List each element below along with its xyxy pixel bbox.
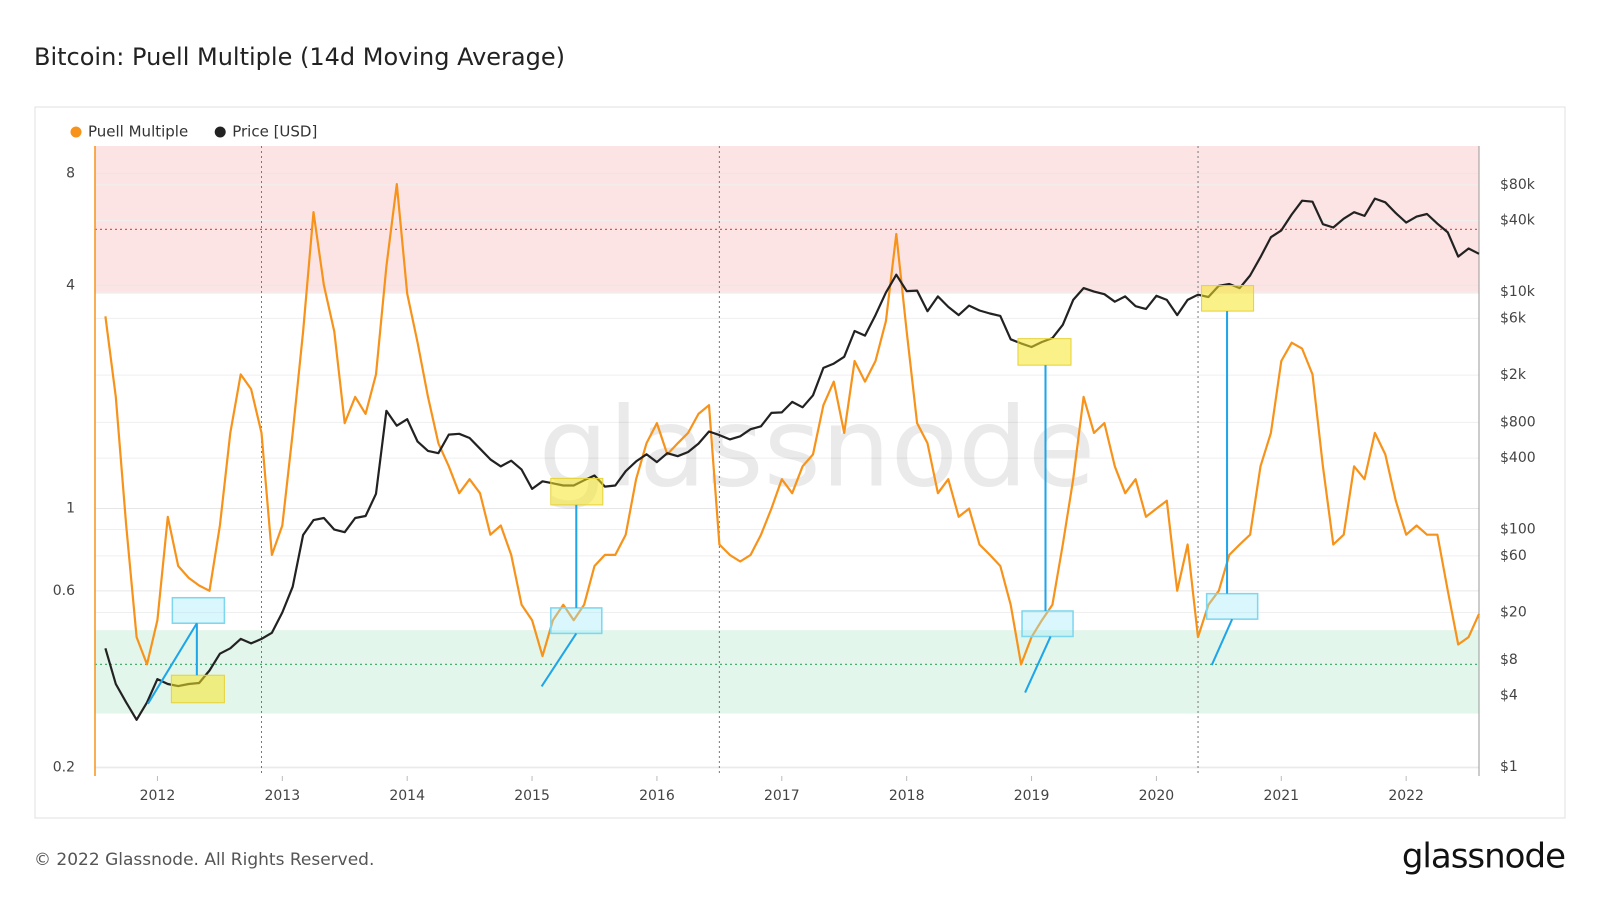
x-tick-label: 2022: [1388, 788, 1424, 804]
annotations: [147, 285, 1259, 705]
legend-swatch: [214, 126, 226, 138]
y2-tick-label: $2k: [1500, 367, 1527, 383]
y2-tick-label: $800: [1500, 414, 1536, 430]
x-tick-label: 2020: [1139, 788, 1175, 804]
highlight-box: [1017, 338, 1072, 366]
x-tick-label: 2013: [264, 788, 300, 804]
y2-tick-label: $80k: [1500, 177, 1536, 193]
legend-swatch: [70, 126, 82, 138]
legend-label: Puell Multiple: [88, 123, 188, 141]
x-tick-label: 2014: [389, 788, 425, 804]
y2-tick-label: $10k: [1500, 284, 1536, 300]
highlight-box: [1201, 285, 1255, 312]
legend-label: Price [USD]: [232, 123, 317, 141]
y2-tick-label: $100: [1500, 522, 1536, 538]
x-tick-label: 2017: [764, 788, 800, 804]
y2-tick-label: $400: [1500, 450, 1536, 466]
highlight-box: [550, 477, 604, 506]
annotation-line: [147, 622, 198, 705]
zone: [95, 630, 1479, 714]
watermark: glassnode: [539, 383, 1096, 511]
y2-tick-label: $4: [1500, 688, 1518, 704]
x-tick-label: 2019: [1014, 788, 1050, 804]
footer: © 2022 Glassnode. All Rights Reserved.: [34, 850, 374, 870]
y2-tick-label: $6k: [1500, 310, 1527, 326]
highlight-box: [550, 607, 603, 635]
x-tick-label: 2018: [889, 788, 925, 804]
annotation-line: [540, 632, 578, 688]
y-tick-label: 1: [66, 501, 75, 517]
logo: glassnode: [1402, 837, 1565, 877]
y2-tick-label: $20: [1500, 605, 1527, 621]
y-tick-label: 0.6: [53, 583, 75, 599]
plot: 0.2 0.6 1 4 8 $1 $4 $8 $20 $60 $100 $400 $800 $2k $6k $…: [53, 123, 1536, 805]
x-tick-label: 2012: [140, 788, 176, 804]
y2-tick-label: $8: [1500, 652, 1518, 668]
y2-tick-label: $60: [1500, 548, 1527, 564]
y-tick-label: 0.2: [53, 760, 75, 776]
y2-tick-label: $1: [1500, 759, 1518, 775]
chart-title: Bitcoin: Puell Multiple (14d Moving Aver…: [34, 43, 565, 71]
panel: [34, 106, 1566, 819]
y-tick-label: 4: [66, 277, 75, 293]
annotation-line: [1210, 618, 1234, 666]
annotation-line: [1024, 636, 1052, 694]
highlight-box: [1205, 592, 1259, 620]
highlight-box: [170, 674, 225, 704]
highlight-box: [171, 596, 226, 624]
y-tick-label: 8: [66, 166, 75, 182]
x-tick-label: 2021: [1263, 788, 1299, 804]
series-line: [104, 197, 1480, 721]
x-tick-label: 2016: [639, 788, 675, 804]
zone: [95, 146, 1479, 294]
series-line: [104, 183, 1481, 666]
x-tick-label: 2015: [514, 788, 550, 804]
highlight-box: [1021, 610, 1074, 638]
y2-tick-label: $40k: [1500, 213, 1536, 229]
